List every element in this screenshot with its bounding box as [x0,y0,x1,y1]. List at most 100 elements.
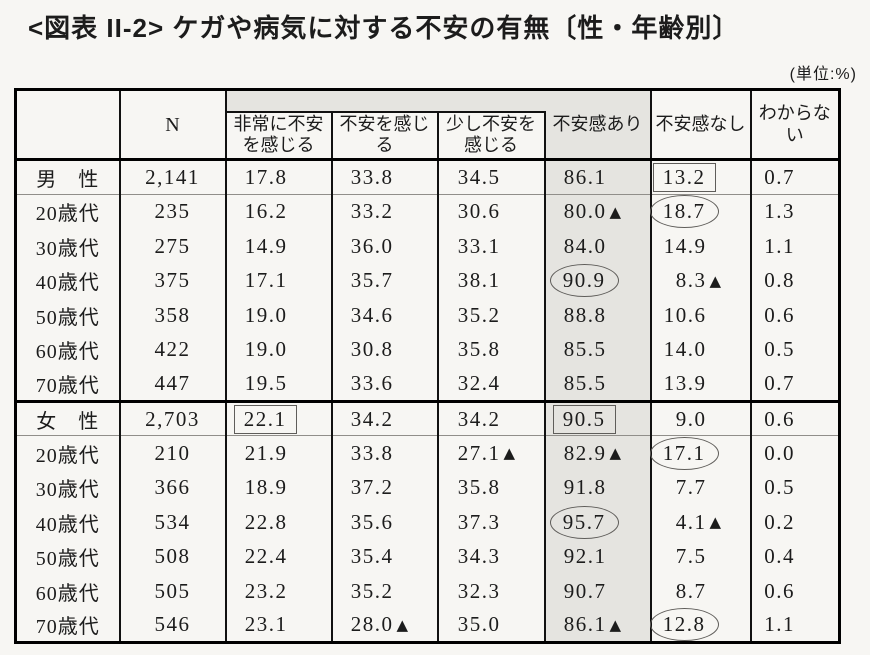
percent-cell: 34.2 [436,399,545,437]
table-row: 60歳代 505 23.2 35.2 32.3 90.7 8.7 0.6 [16,573,840,609]
triangle-marker: ▲ [503,444,517,463]
percent-value: 16.2 [244,199,288,224]
percent-cell: 95.7 [543,504,651,540]
percent-cell: 19.0 [224,332,332,367]
n-value: 235 [118,194,226,229]
percent-value: 0.5 [764,475,795,500]
percent-value: 86.1 [563,165,607,190]
percent-value: 0.6 [764,406,795,431]
percent-cell: 22.1 [224,399,332,437]
percent-cell: 22.4 [224,539,332,574]
percent-value: 7.5 [675,544,707,569]
percent-cell: 37.2 [330,470,438,505]
row-label: 40歳代 [35,272,100,295]
row-label: 30歳代 [35,479,100,502]
row-label: 50歳代 [35,306,100,329]
percent-cell: 35.4 [330,539,438,574]
percent-value: 14.0 [663,337,707,362]
percent-value: 8.7 [675,578,707,603]
percent-cell: 35.2 [436,297,545,333]
percent-cell: 33.8 [330,435,438,471]
percent-value: 0.4 [764,544,795,569]
has-anxiety-group-strip [225,89,545,112]
percent-value: 19.0 [244,337,288,362]
percent-value: 22.4 [244,544,288,569]
percent-value: 9.0 [675,406,707,431]
percent-value: 82.9 [563,440,607,465]
percent-value: 34.6 [350,302,394,327]
percent-cell: 7.5 [649,539,751,574]
table-row: 70歳代 546 23.1 28.0 ▲ 35.0 86.1 ▲ 12.8 1.1 [16,608,840,643]
boxed-value: 13.2 [652,163,716,193]
percent-value: 37.2 [350,475,394,500]
percent-value: 33.8 [350,440,394,465]
table-row: 女 性 2,703 22.1 34.2 34.2 90.5 9.0 0.6 [15,399,840,437]
n-value: 508 [118,539,226,574]
percent-value: 0.0 [764,440,795,465]
table-row: 男 性 2,141 17.8 33.8 34.5 86.1 13.2 0.7 [15,159,840,195]
circled-value: 17.1 [649,436,719,470]
percent-cell: 86.1 [543,159,651,195]
percent-value: 35.0 [457,612,501,637]
row-label: 60歳代 [35,582,100,605]
col-header-anxious: 不安を感じる [330,110,439,162]
percent-cell: 17.1 [224,263,332,298]
percent-cell: 36.0 [330,228,438,264]
percent-cell: 0.0 [749,435,840,471]
percent-value: 13.9 [663,370,707,395]
row-label: 70歳代 [35,616,100,639]
percent-cell: 17.8 [224,159,332,195]
percent-value: 10.6 [663,302,707,327]
n-value: 534 [118,504,226,540]
circled-value: 18.7 [649,195,719,229]
percent-cell: 18.9 [224,470,332,505]
percent-value: 7.7 [675,475,707,500]
percent-value: 0.5 [764,337,795,362]
percent-cell: 86.1 ▲ [543,608,651,643]
percent-value: 34.2 [457,406,501,431]
n-value: 2,141 [118,159,226,195]
percent-cell: 84.0 [543,228,651,264]
percent-value: 84.0 [563,233,607,258]
n-value: 2,703 [118,399,226,437]
percent-cell: 14.0 [649,332,751,367]
percent-cell: 4.1 ▲ [649,504,751,540]
percent-cell: 12.8 [649,608,751,643]
percent-cell: 23.1 [224,608,332,643]
col-header-has-anxiety: 不安感あり [544,89,651,162]
percent-cell: 16.2 [224,194,332,229]
row-label: 50歳代 [35,548,100,571]
percent-value: 33.1 [457,233,501,258]
percent-cell: 35.8 [436,332,545,367]
n-value: 422 [118,332,226,367]
percent-value: 85.5 [563,370,607,395]
percent-value: 0.6 [764,578,795,603]
table-header: N 不安感あり 不安感なし わからない 非常に不安を感じる 不安を感じる 少し不… [15,89,840,162]
percent-value: 28.0 [350,612,394,637]
triangle-marker: ▲ [609,444,623,463]
percent-value: 0.2 [764,509,795,534]
percent-cell: 37.3 [436,504,545,540]
percent-cell: 33.8 [330,159,438,195]
percent-value: 8.3 [675,268,707,293]
table-row: 70歳代 447 19.5 33.6 32.4 85.5 13.9 0.7 [16,366,840,402]
percent-cell: 0.7 [749,159,840,195]
percent-cell: 0.8 [749,263,840,298]
percent-cell: 85.5 [543,332,651,367]
percent-cell: 1.1 [749,228,840,264]
percent-cell: 34.2 [330,399,438,437]
row-label: 40歳代 [35,513,100,536]
percent-value: 1.1 [764,612,795,637]
percent-cell: 91.8 [543,470,651,505]
n-value: 375 [118,263,226,298]
percent-cell: 30.8 [330,332,438,367]
percent-cell: 90.9 [543,263,651,298]
col-header-dont-know: わからない [749,89,840,162]
percent-value: 38.1 [457,268,501,293]
percent-value: 35.2 [457,302,501,327]
percent-value: 88.8 [563,302,607,327]
percent-value: 37.3 [457,509,501,534]
col-header-slightly-anxious: 少し不安を感じる [436,110,546,162]
percent-value: 14.9 [663,233,707,258]
triangle-marker: ▲ [709,513,723,532]
